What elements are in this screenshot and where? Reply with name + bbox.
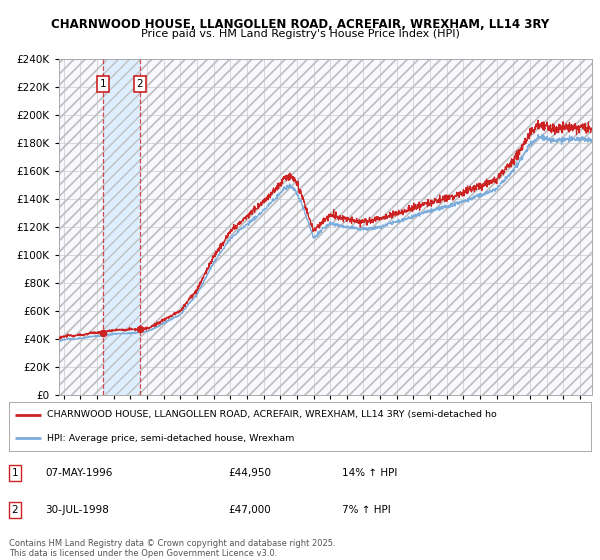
Text: 30-JUL-1998: 30-JUL-1998 <box>45 505 109 515</box>
Bar <box>103 59 140 395</box>
Text: 07-MAY-1996: 07-MAY-1996 <box>45 468 112 478</box>
Text: CHARNWOOD HOUSE, LLANGOLLEN ROAD, ACREFAIR, WREXHAM, LL14 3RY: CHARNWOOD HOUSE, LLANGOLLEN ROAD, ACREFA… <box>51 18 549 31</box>
Text: £47,000: £47,000 <box>228 505 271 515</box>
Text: 7% ↑ HPI: 7% ↑ HPI <box>342 505 391 515</box>
Text: HPI: Average price, semi-detached house, Wrexham: HPI: Average price, semi-detached house,… <box>47 433 294 442</box>
Text: Contains HM Land Registry data © Crown copyright and database right 2025.
This d: Contains HM Land Registry data © Crown c… <box>9 539 335 558</box>
Text: 14% ↑ HPI: 14% ↑ HPI <box>342 468 397 478</box>
Text: £44,950: £44,950 <box>228 468 271 478</box>
Text: CHARNWOOD HOUSE, LLANGOLLEN ROAD, ACREFAIR, WREXHAM, LL14 3RY (semi-detached ho: CHARNWOOD HOUSE, LLANGOLLEN ROAD, ACREFA… <box>47 410 497 419</box>
Text: 1: 1 <box>100 79 106 89</box>
Text: 1: 1 <box>11 468 19 478</box>
Text: 2: 2 <box>137 79 143 89</box>
Text: Price paid vs. HM Land Registry's House Price Index (HPI): Price paid vs. HM Land Registry's House … <box>140 29 460 39</box>
Text: 2: 2 <box>11 505 19 515</box>
